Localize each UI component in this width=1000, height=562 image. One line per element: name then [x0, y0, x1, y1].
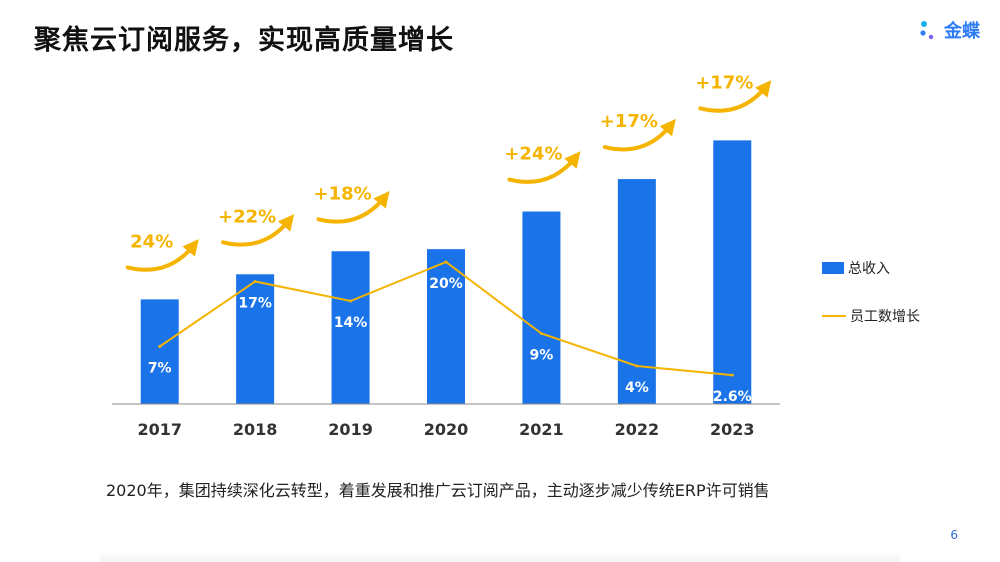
staff-point-2021 [539, 332, 543, 335]
tick-label-2018: 2018 [233, 420, 278, 439]
tick-label-2020: 2020 [424, 420, 469, 439]
bar-2017 [140, 299, 179, 404]
staff-point-2018 [253, 280, 257, 283]
growth-label-2019: +18% [313, 183, 371, 204]
bar-2022 [617, 179, 656, 404]
legend-line-swatch [822, 315, 846, 317]
staff-point-2019 [349, 299, 353, 303]
legend-bar-swatch [822, 262, 844, 274]
staff-label-2018: 17% [238, 296, 272, 312]
growth-label-2023: +17% [695, 72, 753, 93]
bar-2018 [236, 274, 275, 404]
growth-arrow-2022 [602, 118, 676, 152]
growth-label-2017: 24% [130, 231, 173, 252]
page-title: 聚焦云订阅服务，实现高质量增长 [34, 25, 454, 56]
growth-arrow-2019 [316, 191, 390, 224]
staff-point-2020 [444, 260, 448, 264]
logo-text: 金蝶 [944, 21, 980, 42]
staff-label-2017: 7% [148, 361, 172, 377]
legend-item-revenue: 总收入 [822, 258, 890, 278]
legend-item-staff: 员工数增长 [822, 306, 920, 326]
legend-staff-label: 员工数增长 [850, 309, 920, 325]
logo-dots-icon [920, 21, 934, 40]
growth-label-2018: +22% [218, 206, 276, 227]
bar-2020 [427, 249, 465, 404]
growth-arrow-2021 [507, 151, 581, 184]
staff-label-2023: 2.6% [713, 389, 752, 405]
growth-label-2021: +24% [504, 144, 562, 165]
staff-point-2023 [730, 373, 734, 377]
growth-label-2022: +17% [600, 111, 658, 132]
legend-revenue-label: 总收入 [848, 261, 890, 277]
footer-shade [100, 552, 900, 562]
staff-label-2019: 14% [334, 315, 368, 331]
page-number: 6 [950, 528, 958, 542]
staff-label-2020: 20% [429, 276, 463, 292]
bar-2021 [522, 211, 561, 404]
tick-label-2022: 2022 [615, 420, 660, 439]
bar-2023 [713, 140, 752, 404]
growth-arrow-2023 [698, 80, 772, 113]
tick-label-2017: 2017 [137, 420, 182, 439]
staff-point-2022 [635, 364, 639, 368]
tick-label-2019: 2019 [328, 420, 373, 439]
tick-label-2021: 2021 [519, 420, 564, 439]
staff-label-2022: 4% [625, 380, 649, 396]
staff-label-2021: 9% [530, 348, 554, 364]
bar-2019 [331, 251, 370, 404]
tick-label-2023: 2023 [710, 420, 755, 439]
kingdee-logo: 金蝶 [918, 14, 980, 46]
growth-arrow-2018 [221, 214, 295, 247]
caption-text: 2020年，集团持续深化云转型，着重发展和推广云订阅产品，主动逐步减少传统ERP… [106, 481, 770, 500]
staff-point-2017 [158, 345, 162, 348]
growth-arrow-2017 [125, 239, 199, 272]
